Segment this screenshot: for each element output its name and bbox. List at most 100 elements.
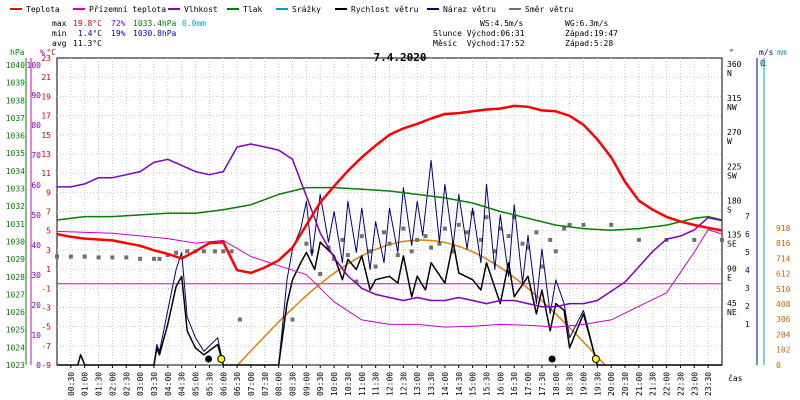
wind-direction-point: [345, 253, 350, 258]
wind-direction-point: [395, 253, 400, 258]
tick-time: 05:30: [205, 372, 214, 396]
tick-time: 06:30: [233, 372, 242, 396]
tick-pct: 10: [31, 331, 41, 340]
tick-dir-deg: 315: [727, 94, 742, 103]
tick-time: 23:30: [704, 372, 713, 396]
tick-temp: -7: [41, 342, 51, 351]
tick-time: 03:30: [150, 372, 159, 396]
wind-direction-point: [174, 250, 179, 255]
stats-block: max 19.8°C 72% 1033.4hPa 0.0mm min 1.4°C…: [52, 19, 206, 48]
tick-time: 23:00: [690, 372, 699, 396]
tick-hpa: 1025: [6, 326, 25, 335]
wind-direction-point: [423, 234, 428, 239]
info-wind-speed: WS:4.5m/s: [480, 19, 524, 28]
tick-ms: 6: [745, 230, 750, 239]
tick-dir-deg: 225: [727, 162, 742, 171]
tick-hpa: 1037: [6, 114, 25, 123]
tick-time: 14:30: [455, 372, 464, 396]
tick-time: 18:00: [552, 372, 561, 396]
wind-direction-point: [201, 249, 206, 254]
stats-max-label: max: [52, 19, 67, 28]
tick-time: 19:30: [593, 372, 602, 396]
wind-direction-point: [562, 226, 567, 231]
tick-time: 12:30: [399, 372, 408, 396]
tick-hpa: 1030: [6, 237, 25, 246]
wind-direction-point: [534, 230, 539, 235]
axis-label-pct: %: [40, 48, 45, 57]
tick-time: 10:00: [330, 372, 339, 396]
tick-time: 07:30: [261, 372, 270, 396]
stats-min-temp: 1.4°C: [78, 29, 102, 38]
wind-direction-point: [415, 237, 420, 242]
chart-legend: Teplota Přízemní teplota Vlhkost Tlak Srážky…: [10, 5, 573, 14]
tick-time: 06:00: [219, 372, 228, 396]
wind-direction-point: [429, 245, 434, 250]
wind-direction-point: [221, 249, 226, 254]
tick-time: 12:00: [386, 372, 395, 396]
wind-direction-point: [229, 249, 234, 254]
tick-pct: 40: [31, 241, 41, 250]
legend-label-4: Srážky: [292, 5, 321, 14]
tick-time: 04:00: [164, 372, 173, 396]
wind-speed-line: [57, 241, 722, 366]
wind-direction-point: [387, 241, 392, 246]
tick-ms: 3: [745, 284, 750, 293]
tick-dir-name: SE: [727, 240, 737, 249]
tick-time: 02:00: [108, 372, 117, 396]
tick-hpa: 1038: [6, 96, 25, 105]
tick-mm: 204: [776, 330, 791, 339]
tick-temp: 19: [41, 92, 51, 101]
stats-min-pressure: 1030.8hPa: [133, 29, 177, 38]
tick-time: 17:00: [524, 372, 533, 396]
info-moonset: Západ:5:28: [565, 39, 613, 48]
wind-direction-point: [332, 256, 337, 261]
tick-time: 16:00: [496, 372, 505, 396]
axis-label-hpa: hPa: [10, 48, 25, 57]
tick-time: 08:30: [289, 372, 298, 396]
stats-max-temp: 19.8°C: [73, 19, 102, 28]
wind-direction-point: [465, 230, 470, 235]
tick-ms: 4: [745, 266, 750, 275]
wind-direction-point: [553, 249, 558, 254]
tick-ms: 5: [745, 248, 750, 257]
tick-temp: -1: [41, 284, 51, 293]
tick-time: 18:30: [566, 372, 575, 396]
tick-temp: 13: [41, 150, 51, 159]
tick-temp: 11: [41, 169, 51, 178]
wind-direction-point: [290, 317, 295, 322]
tick-time: 09:00: [302, 372, 311, 396]
tick-time: 13:30: [427, 372, 436, 396]
wind-direction-point: [96, 255, 101, 260]
stats-avg-label: avg: [52, 39, 67, 48]
legend-label-3: Tlak: [243, 5, 262, 14]
wind-direction-point: [548, 237, 553, 242]
tick-pct: 100: [27, 61, 42, 70]
tick-hpa: 1023: [6, 361, 25, 370]
tick-ms: 1: [745, 320, 750, 329]
tick-hpa: 1036: [6, 132, 25, 141]
tick-dir-name: SW: [727, 171, 737, 180]
tick-hpa: 1031: [6, 220, 25, 229]
tick-dir-deg: 135: [727, 231, 742, 240]
tick-temp: 21: [41, 73, 51, 82]
wind-direction-point: [442, 226, 447, 231]
tick-mm: 102: [776, 346, 791, 355]
tick-pct: 70: [31, 151, 41, 160]
tick-hpa: 1028: [6, 273, 25, 282]
wind-direction-point: [373, 264, 378, 269]
axis-label-deg: °: [729, 48, 734, 57]
info-sunrise: Slunce Východ:06:31: [433, 29, 525, 38]
tick-dir-name: S: [727, 205, 732, 214]
tick-hpa: 1035: [6, 149, 25, 158]
tick-temp: 23: [41, 54, 51, 63]
wind-direction-point: [456, 222, 461, 227]
tick-time: 03:00: [136, 372, 145, 396]
wind-direction-point: [401, 226, 406, 231]
tick-pct: 50: [31, 211, 41, 220]
tick-time: 10:30: [344, 372, 353, 396]
legend-label-2: Vlhkost: [184, 5, 218, 14]
wind-direction-point: [451, 249, 456, 254]
wind-direction-point: [237, 317, 242, 322]
wind-direction-point: [720, 237, 724, 242]
